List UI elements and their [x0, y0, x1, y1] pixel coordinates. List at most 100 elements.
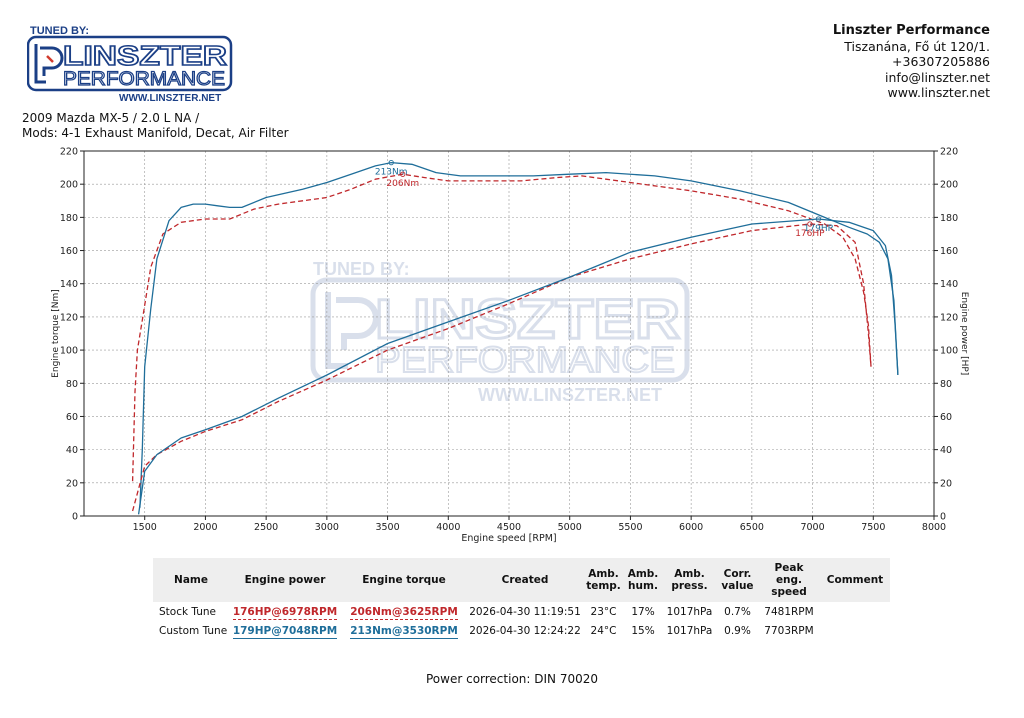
- row-created: 2026-04-30 11:19:51: [469, 605, 581, 618]
- series-custom-tune-torque: [139, 161, 899, 508]
- x-tick-label: 3000: [315, 522, 339, 533]
- results-table: Name Engine power Engine torque Created …: [153, 558, 890, 640]
- row-peak: 7703RPM: [764, 624, 814, 637]
- series-stock-tune-power: [131, 223, 872, 512]
- peak-marker: [807, 221, 813, 227]
- row-temp: 24°C: [590, 624, 617, 637]
- company-address: Tiszanána, Fő út 120/1.: [844, 38, 990, 54]
- col-created: Created: [467, 558, 583, 602]
- y-right-tick-label: 120: [940, 312, 958, 323]
- table-header-row: Name Engine power Engine torque Created …: [153, 558, 890, 602]
- col-amb-hum: Amb. hum.: [624, 558, 662, 602]
- row-torque: 213Nm@3530RPM: [350, 624, 458, 639]
- row-temp: 23°C: [590, 605, 617, 618]
- chart-axes: 1500 2000 2500 3000 3500 4000 4500 5000 5500 60 0 0…: [51, 147, 969, 545]
- logo-mark-accent: [46, 55, 54, 63]
- row-press: 1017hPa: [666, 624, 713, 637]
- y-left-tick-label: 120: [60, 312, 78, 323]
- watermark-logo: TUNED BY: LINSZTER PERFORMANCE WWW.LINSZ…: [310, 259, 690, 405]
- y-right-tick-label: 40: [940, 445, 952, 456]
- dyno-chart: TUNED BY: LINSZTER PERFORMANCE WWW.LINSZ…: [51, 147, 969, 545]
- row-comment: [820, 621, 890, 640]
- watermark-tuned-by: TUNED BY:: [313, 259, 410, 279]
- x-tick-label: 4000: [436, 522, 460, 533]
- logo-tuned-by: TUNED BY:: [30, 25, 89, 37]
- logo-line2: PERFORMANCE: [63, 69, 225, 90]
- x-tick-label: 3500: [375, 522, 399, 533]
- vehicle-title: 2009 Mazda MX-5 / 2.0 L NA /: [22, 111, 200, 125]
- row-corr: 0.7%: [724, 605, 751, 618]
- y-left-tick-label: 60: [66, 412, 78, 423]
- y-left-tick-label: 40: [66, 445, 78, 456]
- col-corr-value: Corr. value: [717, 558, 758, 602]
- row-torque: 206Nm@3625RPM: [350, 605, 458, 620]
- x-axis-label: Engine speed [RPM]: [461, 533, 556, 544]
- row-name: Custom Tune: [159, 624, 228, 637]
- x-tick-label: 4500: [497, 522, 521, 533]
- y-left-tick-label: 20: [66, 478, 78, 489]
- col-engine-power: Engine power: [229, 558, 341, 602]
- y-axis-label-left: Engine torque [Nm]: [51, 289, 61, 378]
- logo-frame: [27, 35, 233, 92]
- company-email: info@linszter.net: [885, 69, 990, 85]
- x-tick-label: 1500: [133, 522, 157, 533]
- row-hum: 17%: [631, 605, 655, 618]
- col-peak-speed: Peak eng. speed: [758, 558, 820, 602]
- company-name: Linszter Performance: [832, 23, 990, 38]
- row-comment: [820, 602, 890, 621]
- x-tick-label: 5500: [618, 522, 642, 533]
- row-name: Stock Tune: [159, 605, 216, 618]
- y-right-tick-label: 20: [940, 478, 952, 489]
- col-amb-press: Amb. press.: [662, 558, 717, 602]
- y-left-tick-label: 0: [72, 512, 78, 523]
- x-tick-label: 2500: [254, 522, 278, 533]
- col-name: Name: [153, 558, 229, 602]
- y-left-tick-label: 100: [60, 346, 78, 357]
- x-tick-label: 6500: [740, 522, 764, 533]
- logo-url: WWW.LINSZTER.NET: [119, 93, 221, 104]
- logo-line1: LINSZTER: [63, 40, 227, 71]
- series-custom-tune-power: [137, 218, 899, 515]
- y-right-tick-label: 180: [940, 213, 958, 224]
- peak-marker: [400, 171, 406, 177]
- company-phone: +36307205886: [892, 54, 990, 69]
- x-tick-label: 7500: [861, 522, 885, 533]
- peak-label: 179HP: [804, 224, 834, 234]
- y-right-tick-label: 140: [940, 279, 958, 290]
- y-left-tick-label: 140: [60, 279, 78, 290]
- table-row: Stock Tune 176HP@6978RPM 206Nm@3625RPM 2…: [153, 602, 890, 621]
- y-right-tick-label: 0: [940, 512, 946, 523]
- col-amb-temp: Amb. temp.: [583, 558, 624, 602]
- company-info: Linszter Performance Tiszanána, Fő út 12…: [833, 23, 990, 101]
- y-right-tick-label: 200: [940, 180, 958, 191]
- x-tick-label: 5000: [558, 522, 582, 533]
- power-correction: Power correction: DIN 70020: [426, 672, 598, 686]
- watermark-frame: [310, 277, 690, 383]
- y-left-tick-label: 80: [66, 379, 78, 390]
- peak-marker: [815, 216, 822, 222]
- y-right-tick-label: 80: [940, 379, 952, 390]
- x-tick-label: 8000: [922, 522, 946, 533]
- y-right-tick-label: 160: [940, 246, 958, 257]
- row-peak: 7481RPM: [764, 605, 814, 618]
- chart-series: [131, 161, 899, 515]
- col-comment: Comment: [820, 558, 890, 602]
- peak-label: 206Nm: [386, 179, 419, 189]
- y-left-tick-label: 200: [60, 180, 78, 191]
- y-right-tick-label: 100: [940, 346, 958, 357]
- y-right-tick-label: 220: [940, 147, 958, 158]
- peak-label: 213Nm: [375, 168, 408, 178]
- y-left-tick-label: 220: [60, 147, 78, 158]
- peak-label: 176HP: [795, 229, 825, 239]
- company-website: www.linszter.net: [887, 85, 990, 100]
- row-created: 2026-04-30 12:24:22: [469, 624, 581, 637]
- x-tick-label: 7000: [800, 522, 824, 533]
- y-right-tick-label: 60: [940, 412, 952, 423]
- row-power: 176HP@6978RPM: [232, 605, 338, 620]
- row-hum: 15%: [631, 624, 655, 637]
- row-power: 179HP@7048RPM: [232, 624, 338, 639]
- row-press: 1017hPa: [666, 605, 713, 618]
- y-axis-label-right: Engine power [HP]: [959, 292, 969, 376]
- x-tick-label: 2000: [193, 522, 217, 533]
- watermark-mark-icon: [325, 292, 379, 369]
